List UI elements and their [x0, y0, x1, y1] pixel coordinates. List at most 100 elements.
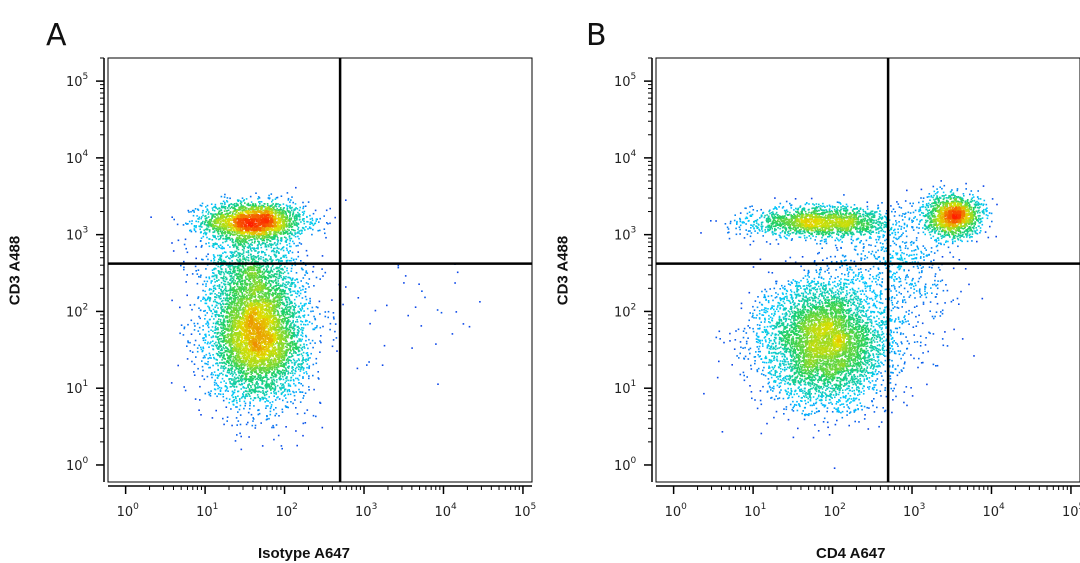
event-dot: [276, 242, 279, 245]
event-dot: [289, 231, 292, 233]
event-dot: [237, 277, 239, 279]
event-dot: [266, 374, 268, 377]
event-dot: [284, 367, 287, 369]
event-dot: [180, 264, 182, 267]
event-dot: [267, 236, 270, 239]
event-dot: [462, 323, 465, 325]
event-dot: [190, 333, 193, 335]
event-dot: [256, 264, 258, 267]
event-dot: [206, 280, 209, 283]
event-dot: [246, 256, 248, 258]
event-dot: [244, 245, 246, 247]
event-dot: [298, 346, 300, 348]
event-dot: [279, 376, 281, 379]
event-dot: [266, 203, 269, 205]
event-dot: [220, 292, 222, 295]
event-dot: [244, 241, 246, 243]
event-dot: [187, 209, 190, 212]
event-dot: [280, 285, 282, 287]
event-dot: [272, 365, 274, 368]
event-dot: [256, 234, 258, 237]
event-dot: [261, 295, 264, 298]
event-dot: [289, 345, 292, 348]
event-dot: [236, 209, 238, 211]
event-dot: [225, 406, 228, 408]
event-dot: [256, 282, 258, 285]
event-dot: [223, 365, 226, 367]
event-dot: [275, 304, 278, 307]
event-dot: [229, 268, 231, 270]
event-dot: [236, 351, 239, 353]
event-dot: [191, 220, 193, 222]
event-dot: [229, 282, 231, 285]
event-dot: [302, 351, 305, 354]
event-dot: [294, 224, 297, 226]
event-dot: [228, 369, 231, 372]
event-dot: [216, 374, 219, 377]
event-dot: [284, 342, 287, 345]
event-dot: [222, 326, 225, 329]
event-dot: [246, 296, 248, 298]
event-dot: [300, 368, 302, 371]
event-dot: [232, 238, 234, 241]
event-dot: [278, 305, 281, 307]
event-dot: [220, 326, 222, 329]
event-dot: [301, 359, 304, 362]
event-dot: [200, 237, 203, 239]
event-dot: [297, 354, 299, 356]
event-dot: [212, 209, 214, 211]
event-dot: [242, 209, 245, 212]
event-dot: [230, 347, 232, 349]
event-dot: [297, 228, 299, 231]
event-dot: [229, 257, 231, 260]
event-dot: [291, 344, 294, 346]
event-dot: [301, 327, 303, 329]
event-dot: [220, 258, 223, 261]
event-dot: [290, 294, 292, 297]
event-dot: [265, 385, 268, 387]
event-dot: [250, 239, 252, 241]
event-dot: [264, 383, 267, 386]
event-dot: [275, 373, 277, 376]
event-dot: [227, 232, 230, 235]
event-dot: [240, 370, 243, 372]
event-dot: [230, 351, 233, 353]
event-dot: [259, 281, 262, 284]
event-dot: [366, 364, 368, 366]
event-dot: [250, 373, 252, 376]
event-dot: [313, 285, 315, 287]
event-dot: [291, 342, 294, 344]
event-dot: [274, 309, 276, 311]
event-dot: [261, 273, 264, 275]
event-dot: [235, 255, 237, 257]
event-dot: [293, 311, 296, 313]
event-dot: [282, 355, 284, 357]
event-dot: [253, 300, 256, 303]
event-dot: [277, 296, 279, 299]
event-dot: [233, 266, 236, 269]
event-dot: [312, 224, 315, 227]
event-dot: [302, 285, 305, 288]
event-dot: [284, 278, 287, 280]
event-dot: [259, 296, 261, 298]
event-dot: [274, 205, 276, 207]
event-dot: [246, 282, 248, 285]
event-dot: [312, 374, 314, 377]
event-dot: [273, 299, 276, 301]
event-dot: [263, 285, 266, 288]
event-dot: [293, 282, 295, 284]
event-dot: [297, 290, 299, 292]
event-dot: [276, 309, 279, 312]
event-dot: [386, 304, 388, 307]
event-dot: [202, 214, 204, 217]
event-dot: [300, 366, 302, 369]
event-dot: [293, 328, 296, 330]
event-dot: [231, 370, 233, 373]
event-dot: [285, 247, 288, 250]
event-dot: [240, 362, 243, 365]
event-dot: [256, 285, 258, 288]
event-dot: [276, 258, 279, 261]
event-dot: [274, 235, 277, 238]
event-dot: [304, 324, 307, 326]
event-dot: [283, 327, 285, 330]
